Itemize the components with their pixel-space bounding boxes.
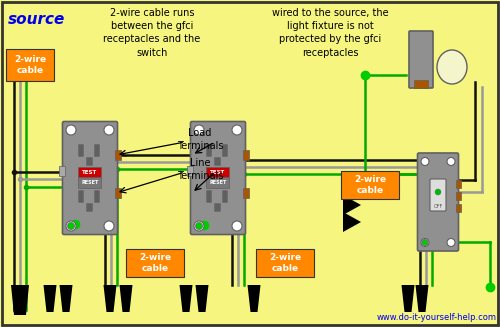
Circle shape [66, 125, 76, 135]
Polygon shape [248, 285, 260, 312]
Bar [243, 150, 249, 160]
FancyBboxPatch shape [206, 191, 212, 202]
Text: 2-wire
cable: 2-wire cable [139, 253, 171, 273]
Circle shape [422, 239, 428, 246]
Text: source: source [8, 12, 66, 27]
Bar [456, 180, 461, 188]
Polygon shape [180, 285, 192, 312]
Polygon shape [416, 285, 428, 312]
FancyBboxPatch shape [222, 191, 228, 202]
FancyBboxPatch shape [86, 158, 92, 165]
FancyBboxPatch shape [341, 171, 399, 199]
FancyBboxPatch shape [222, 145, 228, 157]
Polygon shape [44, 285, 57, 312]
FancyBboxPatch shape [256, 249, 314, 277]
Text: 2-wire cable runs
between the gfci
receptacles and the
switch: 2-wire cable runs between the gfci recep… [104, 8, 200, 58]
FancyBboxPatch shape [126, 249, 184, 277]
FancyBboxPatch shape [78, 167, 102, 179]
Text: wired to the source, the
light fixture is not
protected by the gfci
receptacles: wired to the source, the light fixture i… [272, 8, 388, 58]
Circle shape [104, 221, 114, 231]
Text: RESET: RESET [210, 181, 226, 185]
FancyBboxPatch shape [206, 167, 230, 179]
Circle shape [196, 222, 202, 230]
FancyBboxPatch shape [214, 158, 220, 165]
FancyBboxPatch shape [94, 145, 100, 157]
Polygon shape [343, 195, 361, 215]
Polygon shape [402, 285, 414, 312]
Text: 2-wire
cable: 2-wire cable [354, 175, 386, 195]
Circle shape [68, 222, 74, 230]
Circle shape [194, 125, 204, 135]
FancyBboxPatch shape [78, 178, 102, 188]
FancyBboxPatch shape [418, 153, 459, 251]
Text: RESET: RESET [82, 181, 98, 185]
Text: Load
Terminals: Load Terminals [177, 128, 223, 151]
FancyBboxPatch shape [94, 191, 100, 202]
Circle shape [447, 238, 455, 247]
Circle shape [421, 158, 429, 165]
Polygon shape [120, 285, 132, 312]
Polygon shape [104, 285, 117, 312]
Circle shape [66, 221, 76, 231]
Polygon shape [343, 212, 361, 232]
FancyBboxPatch shape [409, 31, 433, 88]
Circle shape [421, 238, 429, 247]
Text: Line
Terminals: Line Terminals [177, 158, 223, 181]
Bar [243, 188, 249, 198]
Polygon shape [11, 285, 29, 315]
FancyBboxPatch shape [206, 145, 212, 157]
Bar [456, 204, 461, 212]
Bar [59, 166, 65, 176]
Polygon shape [60, 285, 72, 312]
Circle shape [194, 221, 204, 231]
FancyBboxPatch shape [86, 203, 92, 212]
Text: 2-wire
cable: 2-wire cable [269, 253, 301, 273]
FancyBboxPatch shape [6, 49, 54, 81]
Bar [115, 150, 121, 160]
Text: OFF: OFF [434, 203, 442, 209]
Polygon shape [196, 285, 208, 312]
FancyBboxPatch shape [206, 178, 230, 188]
Bar [414, 80, 428, 88]
FancyBboxPatch shape [214, 203, 220, 212]
Text: TEST: TEST [210, 170, 226, 176]
Ellipse shape [437, 50, 467, 84]
Circle shape [435, 189, 441, 195]
FancyBboxPatch shape [78, 191, 84, 202]
Circle shape [232, 125, 242, 135]
FancyBboxPatch shape [62, 122, 118, 234]
Bar [456, 192, 461, 200]
FancyBboxPatch shape [430, 179, 446, 211]
Text: www.do-it-yourself-help.com: www.do-it-yourself-help.com [377, 313, 497, 322]
FancyBboxPatch shape [78, 145, 84, 157]
Circle shape [232, 221, 242, 231]
Circle shape [104, 125, 114, 135]
Bar [187, 166, 193, 176]
FancyBboxPatch shape [190, 122, 246, 234]
Text: TEST: TEST [82, 170, 98, 176]
Text: 2-wire
cable: 2-wire cable [14, 55, 46, 75]
Circle shape [447, 158, 455, 165]
Bar [115, 188, 121, 198]
